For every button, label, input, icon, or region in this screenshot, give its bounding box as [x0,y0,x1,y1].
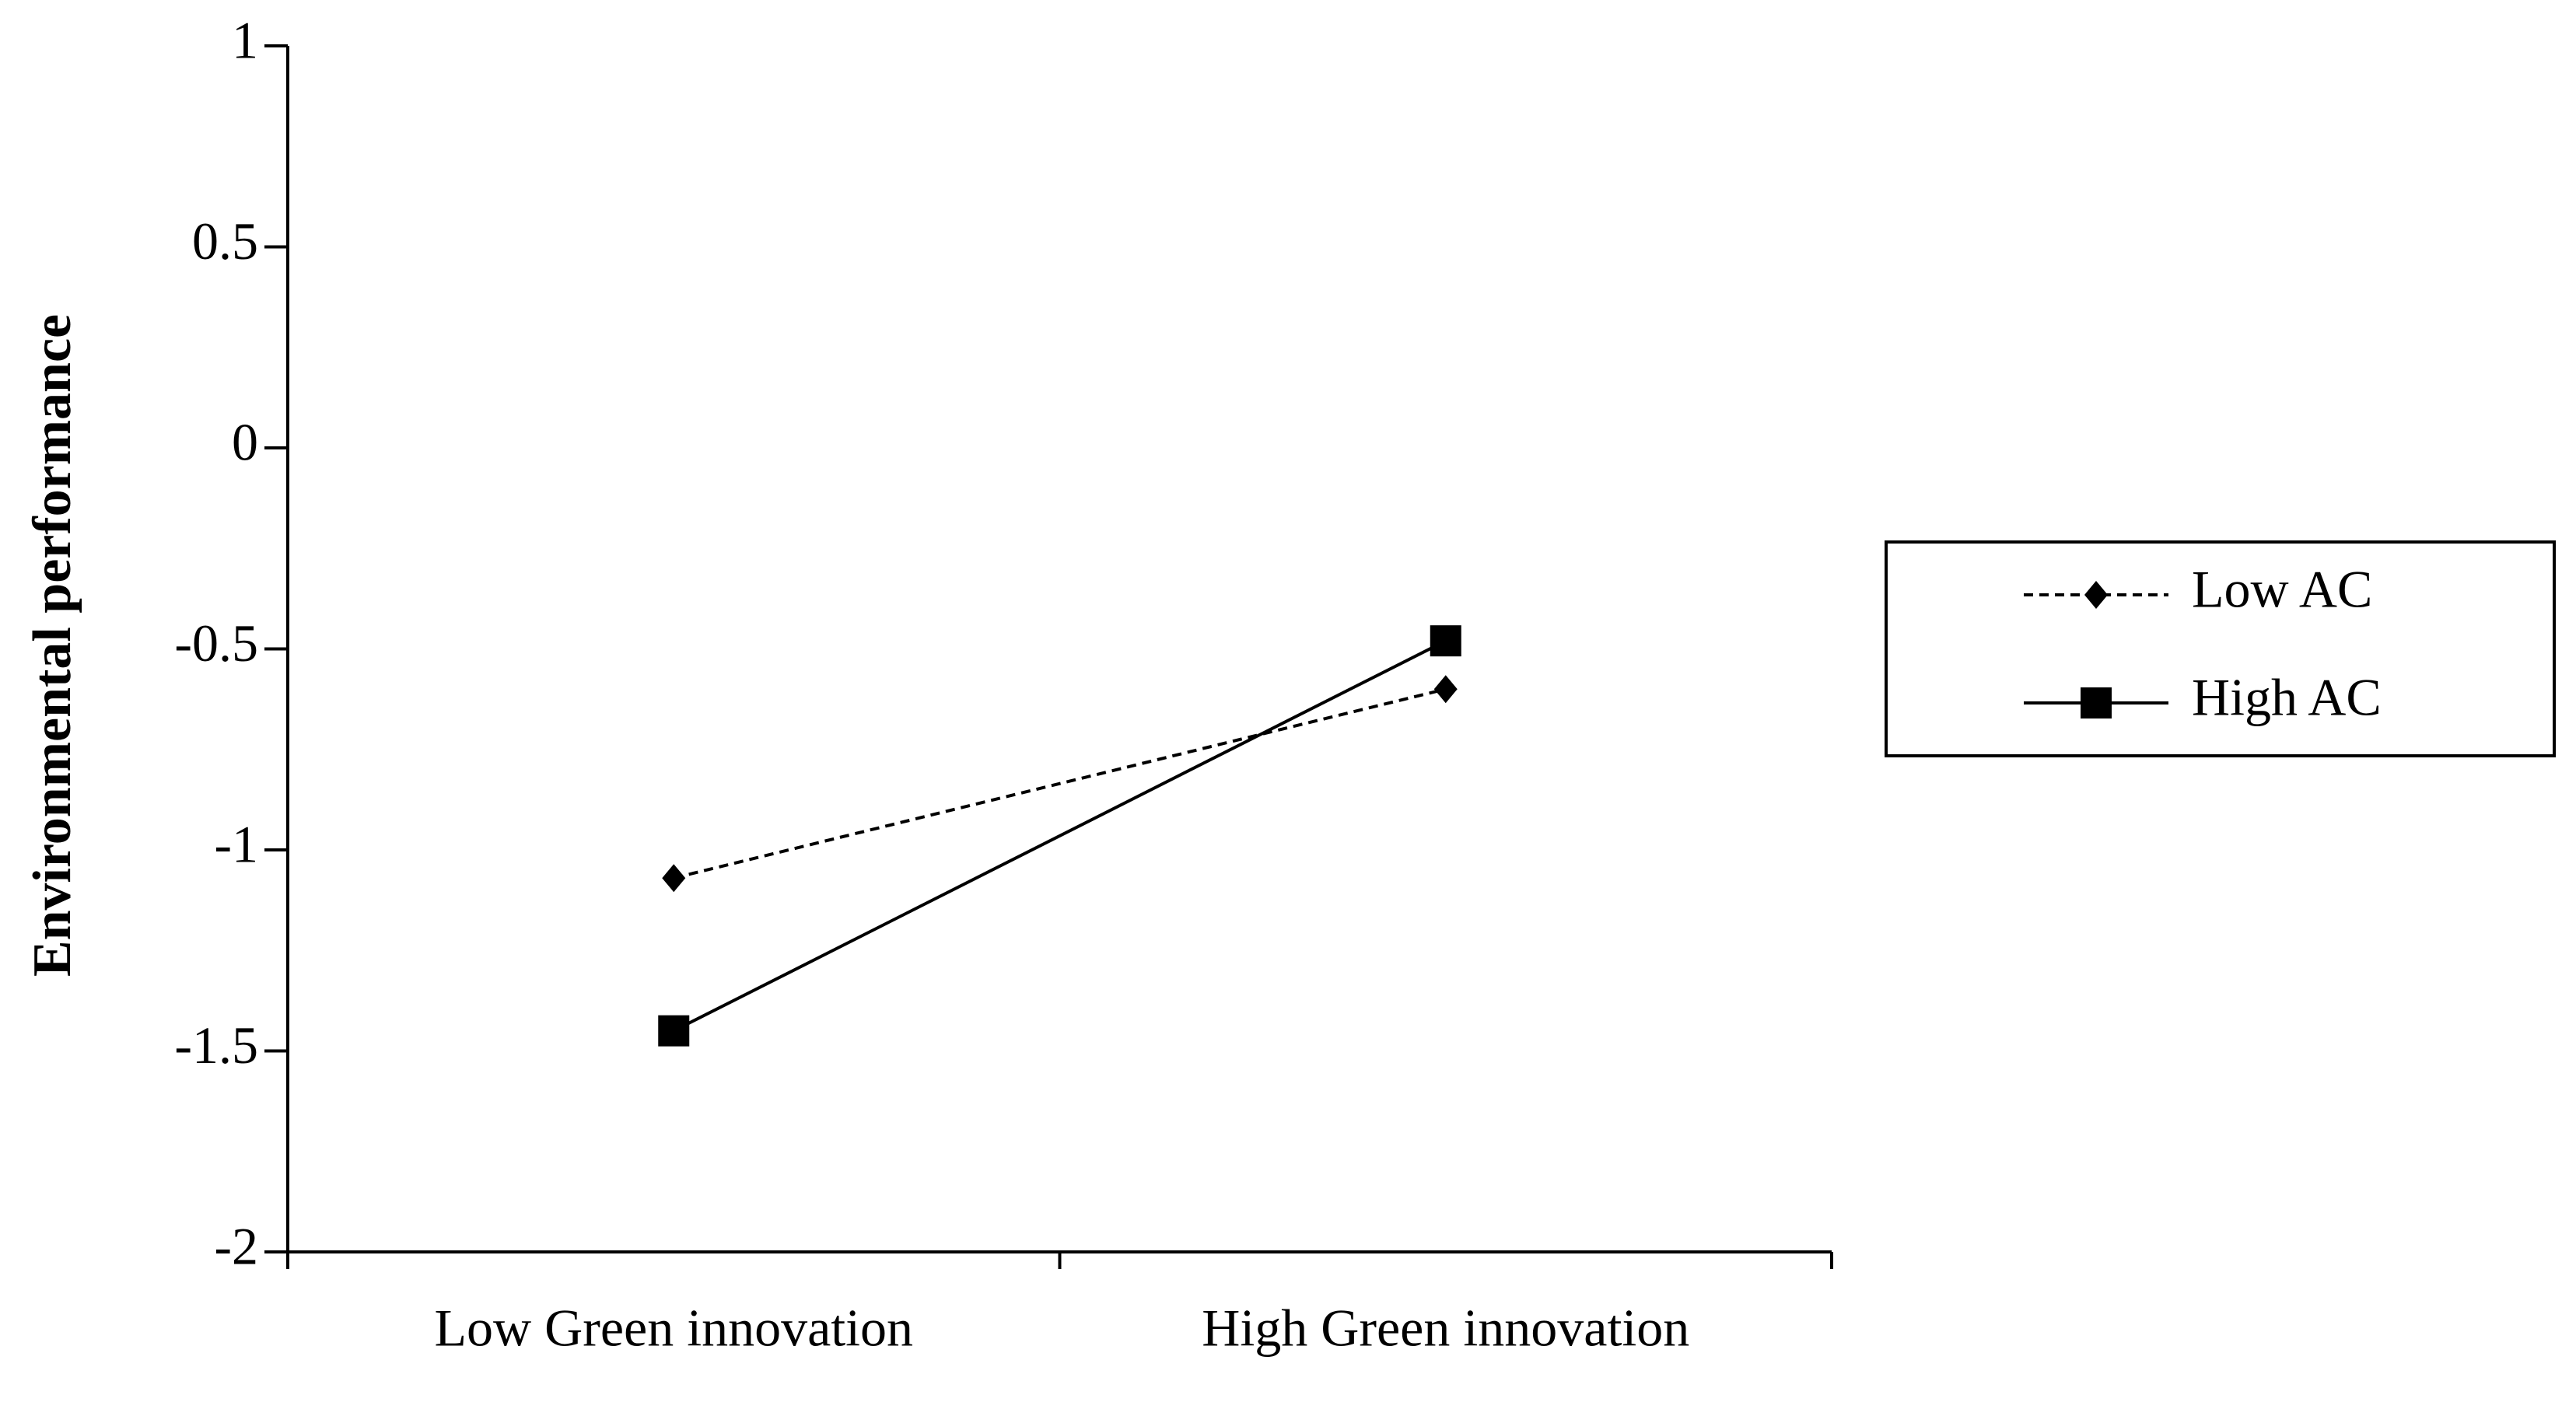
y-tick-label: 0 [232,413,258,472]
data-point [1433,675,1458,704]
series-line [673,639,1447,1033]
y-tick-label: -0.5 [174,614,258,673]
y-tick-label: -1.5 [174,1016,258,1075]
series-line [673,687,1447,880]
legend-label: High AC [2192,668,2382,727]
x-tick-label: Low Green innovation [434,1299,913,1358]
data-point [1430,625,1461,657]
legend-label: Low AC [2192,560,2372,619]
y-tick-label: 0.5 [192,212,258,271]
data-point [658,1015,690,1047]
y-tick-label: -2 [214,1217,258,1276]
data-point [662,864,686,893]
y-tick-label: 1 [232,11,258,70]
legend-marker [2084,581,2108,609]
legend-marker [2081,687,2112,718]
x-tick-label: High Green innovation [1202,1299,1689,1358]
y-axis-label: Environmental performance [23,314,82,977]
y-tick-label: -1 [214,815,258,874]
legend-box [1885,540,2556,757]
